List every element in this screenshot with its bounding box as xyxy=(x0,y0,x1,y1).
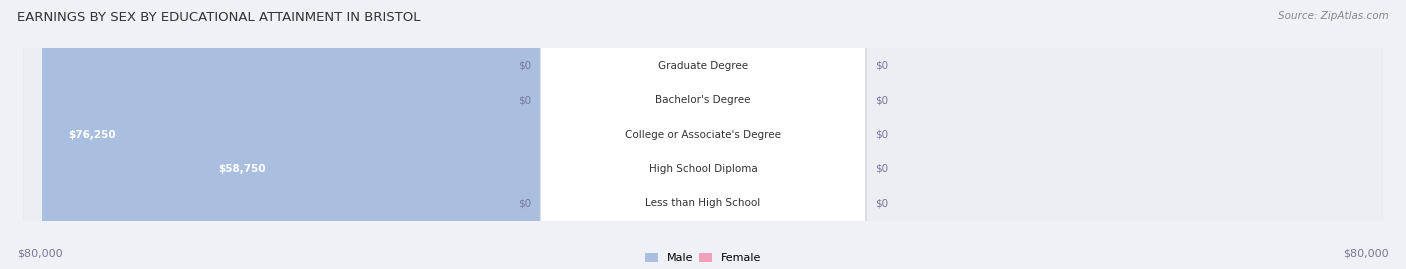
Text: $58,750: $58,750 xyxy=(218,164,266,174)
Text: Less than High School: Less than High School xyxy=(645,198,761,208)
FancyBboxPatch shape xyxy=(24,0,1382,269)
FancyBboxPatch shape xyxy=(42,0,707,269)
Legend: Male, Female: Male, Female xyxy=(644,253,762,263)
Text: $0: $0 xyxy=(875,164,889,174)
FancyBboxPatch shape xyxy=(540,0,866,269)
Text: Source: ZipAtlas.com: Source: ZipAtlas.com xyxy=(1278,11,1389,21)
FancyBboxPatch shape xyxy=(540,0,866,269)
FancyBboxPatch shape xyxy=(193,0,707,269)
FancyBboxPatch shape xyxy=(540,0,866,269)
Text: Bachelor's Degree: Bachelor's Degree xyxy=(655,95,751,105)
Text: $80,000: $80,000 xyxy=(17,248,62,258)
Text: $0: $0 xyxy=(875,61,889,71)
FancyBboxPatch shape xyxy=(540,0,866,269)
Text: $80,000: $80,000 xyxy=(1344,248,1389,258)
Text: $0: $0 xyxy=(875,129,889,140)
Text: High School Diploma: High School Diploma xyxy=(648,164,758,174)
Text: $0: $0 xyxy=(875,198,889,208)
Text: $76,250: $76,250 xyxy=(67,129,115,140)
FancyBboxPatch shape xyxy=(24,0,1382,269)
FancyBboxPatch shape xyxy=(24,0,1382,269)
Text: $0: $0 xyxy=(517,198,531,208)
FancyBboxPatch shape xyxy=(24,0,1382,269)
Text: Graduate Degree: Graduate Degree xyxy=(658,61,748,71)
Text: EARNINGS BY SEX BY EDUCATIONAL ATTAINMENT IN BRISTOL: EARNINGS BY SEX BY EDUCATIONAL ATTAINMEN… xyxy=(17,11,420,24)
FancyBboxPatch shape xyxy=(540,0,866,269)
Text: $0: $0 xyxy=(517,61,531,71)
Text: $0: $0 xyxy=(875,95,889,105)
Text: College or Associate's Degree: College or Associate's Degree xyxy=(626,129,780,140)
FancyBboxPatch shape xyxy=(24,0,1382,269)
Text: $0: $0 xyxy=(517,95,531,105)
